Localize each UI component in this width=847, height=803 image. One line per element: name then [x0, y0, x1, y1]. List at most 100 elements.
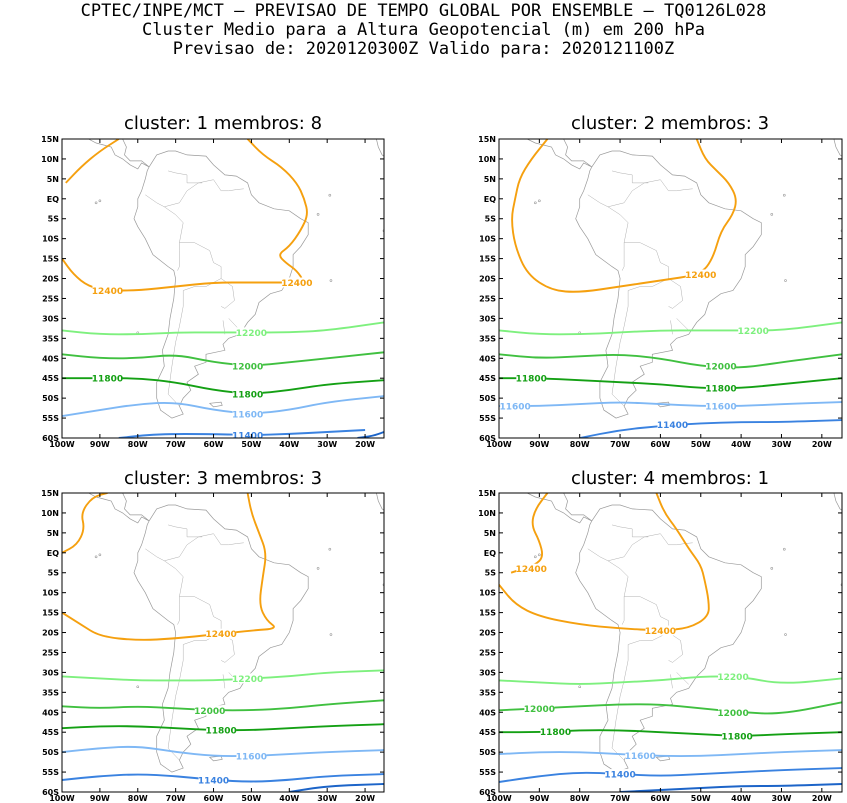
country-border — [660, 533, 693, 546]
contour-12400 — [510, 493, 549, 574]
lat-tick-label: 20S — [42, 629, 59, 638]
contour-label: 11600 — [236, 753, 267, 763]
lat-tick-label: 25S — [479, 648, 496, 657]
lat-tick-label: 60S — [42, 434, 59, 443]
country-border — [164, 560, 222, 633]
map-frame — [61, 138, 385, 439]
map-frame — [498, 138, 843, 439]
contour-label-bg — [685, 269, 716, 280]
lon-tick-label: 70W — [610, 794, 630, 803]
lat-tick-label: 25S — [479, 294, 496, 303]
lon-tick-label: 40W — [731, 440, 751, 449]
map-area: 12400 12400 12200 12000 11800 11800 11600 11400 — [62, 139, 384, 438]
lon-tick-label: 20W — [355, 440, 375, 449]
contour-label: 12400 — [92, 287, 123, 297]
island — [328, 193, 332, 197]
island — [534, 201, 537, 205]
island — [98, 199, 102, 203]
lat-tick-label: 20S — [42, 275, 59, 284]
lon-tick-label: 90W — [529, 440, 549, 449]
contour-label: 11800 — [721, 733, 752, 743]
country-border — [611, 632, 669, 761]
contour-label-bg — [516, 373, 547, 384]
lat-tick-label: 30S — [479, 668, 496, 677]
lat-tick-label: 5N — [484, 529, 496, 538]
country-border — [213, 179, 244, 192]
contour-label: 11400 — [198, 777, 229, 787]
lat-tick-label: 5S — [48, 215, 60, 224]
lat-tick-label: 40S — [42, 354, 59, 363]
island — [94, 555, 98, 559]
contour-label: 11800 — [705, 385, 736, 395]
lat-tick-label: EQ — [484, 195, 496, 204]
map-frame — [61, 492, 385, 793]
country-border — [660, 179, 693, 192]
map-area: 12400 12200 12000 11800 11600 11400 — [62, 493, 384, 792]
lat-tick-label: 50S — [479, 748, 496, 757]
africa-coastline — [376, 493, 384, 511]
contour-label-bg — [194, 705, 225, 716]
lon-tick-label: 100W — [49, 794, 75, 803]
south-america-coastline — [133, 150, 309, 419]
lat-tick-label: 10N — [41, 509, 59, 518]
contour-label: 12000 — [705, 363, 736, 373]
lon-tick-label: 30W — [771, 440, 791, 449]
lat-tick-label: 35S — [42, 334, 59, 343]
lon-tick-label: 30W — [317, 440, 337, 449]
lat-tick-label: 30S — [42, 668, 59, 677]
lon-tick-label: 30W — [317, 794, 337, 803]
lat-tick-label: 55S — [42, 414, 59, 423]
lat-tick-label: 45S — [42, 728, 59, 737]
contour-label: 11600 — [625, 752, 656, 762]
island — [328, 547, 332, 551]
lat-tick-label: 5N — [47, 175, 59, 184]
contour-label: 11600 — [499, 403, 530, 413]
lat-tick-label: 35S — [479, 688, 496, 697]
country-border — [145, 548, 165, 562]
country-border — [587, 548, 609, 562]
contour-label: 11600 — [232, 411, 263, 421]
contour-label-bg — [232, 673, 263, 684]
contour-label-bg — [92, 373, 123, 384]
country-border — [167, 632, 222, 761]
lon-tick-label: 60W — [204, 794, 224, 803]
lon-tick-label: 60W — [204, 440, 224, 449]
lon-tick-label: 100W — [486, 440, 512, 449]
contour-12400 — [62, 493, 108, 554]
contour-11200 — [620, 783, 842, 792]
contour-label-bg — [500, 401, 531, 412]
lat-tick-label: 60S — [479, 434, 496, 443]
contour-label-bg — [705, 383, 736, 394]
panel-1: cluster: 1 membros: 8 12400 12400 12200 1200… — [41, 113, 385, 449]
country-border — [621, 242, 625, 271]
contour-label: 12000 — [194, 707, 225, 717]
country-border — [164, 206, 222, 279]
contour-label-bg — [718, 707, 749, 718]
contour-label: 11400 — [657, 421, 688, 431]
lat-tick-label: 15N — [478, 135, 496, 144]
lat-tick-label: 15S — [42, 255, 59, 264]
lon-tick-label: 80W — [570, 440, 590, 449]
contour-12000 — [62, 699, 384, 712]
lon-tick-label: 60W — [650, 794, 670, 803]
lat-tick-label: 15S — [479, 609, 496, 618]
country-border — [607, 206, 669, 279]
panel-4: cluster: 4 membros: 1 12400 12400 12200 1200… — [478, 468, 843, 803]
lon-tick-label: 40W — [279, 440, 299, 449]
island — [538, 199, 541, 203]
country-border — [177, 242, 180, 271]
lon-tick-label: 50W — [241, 794, 261, 803]
contour-label-bg — [705, 361, 736, 372]
lat-tick-label: 15N — [41, 135, 59, 144]
country-border — [177, 596, 180, 625]
contour-label: 12400 — [281, 279, 312, 289]
lon-tick-label: 20W — [355, 794, 375, 803]
lat-tick-label: EQ — [484, 549, 496, 558]
lon-tick-label: 50W — [691, 794, 711, 803]
contour-label-bg — [625, 750, 656, 761]
contour-12400 — [499, 493, 710, 631]
lon-tick-label: 40W — [731, 794, 751, 803]
island — [316, 567, 320, 570]
lat-tick-label: 10N — [478, 509, 496, 518]
country-border — [164, 179, 214, 208]
